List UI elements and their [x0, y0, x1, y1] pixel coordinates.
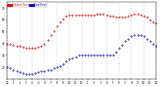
Legend: Outdoor Temp, Dew Point: Outdoor Temp, Dew Point	[8, 2, 47, 7]
